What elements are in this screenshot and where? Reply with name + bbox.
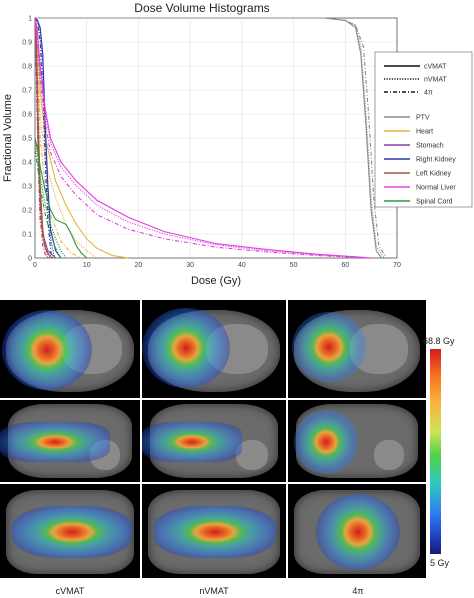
x-axis-ticks: 0 10 20 30 40 50 60 70: [33, 262, 401, 269]
legend-label-structure: Right Kidney: [416, 157, 456, 164]
series-line-right-kidney-nvmat: [34, 17, 56, 259]
y-tick-label: 0.7: [22, 88, 32, 95]
dose-colorbar: [430, 349, 441, 554]
series-line-spinal-cord-cvmat: [34, 137, 88, 259]
series-line-heart-nvmat: [34, 17, 98, 259]
dvh-chart: Dose Volume Histograms 0 10 20 30 40 50 60 70 0…: [2, 1, 473, 287]
legend-label-structure: PTV: [416, 115, 430, 122]
x-tick-label: 0: [33, 262, 37, 269]
series-line-spinal-cord-nvmat: [34, 142, 67, 259]
y-tick-label: 0.3: [22, 184, 32, 191]
legend-label-structure: Normal Liver: [416, 185, 456, 192]
series-line-ptv-nvmat: [35, 17, 385, 259]
coronal-4pi-image: [288, 400, 426, 482]
y-tick-label: 1: [28, 16, 32, 23]
x-tick-label: 40: [238, 262, 246, 269]
series-line-ptv-4-: [35, 17, 388, 259]
series-line-heart-cvmat: [34, 17, 129, 259]
legend-label-structure: Stomach: [416, 143, 444, 150]
x-tick-label: 60: [341, 262, 349, 269]
x-tick-label: 50: [290, 262, 298, 269]
sagittal-4pi-image: [288, 484, 426, 578]
coronal-cvmat-image: [0, 400, 140, 482]
y-axis-label: Fractional Volume: [2, 94, 14, 182]
legend-label-structure: Spinal Cord: [416, 199, 453, 206]
axial-cvmat-image: [0, 300, 140, 398]
colorbar-min-label: 5 Gy: [430, 558, 450, 568]
column-label-nvmat: nVMAT: [199, 586, 229, 596]
y-tick-label: 0.2: [22, 208, 32, 215]
legend-box: [374, 51, 473, 208]
y-tick-label: 0.8: [22, 64, 32, 71]
x-tick-label: 10: [83, 262, 91, 269]
y-axis-ticks: 0 0.1 0.2 0.3 0.4 0.5 0.6 0.7 0.8 0.9 1: [22, 16, 32, 263]
column-label-4pi: 4π: [352, 586, 364, 596]
x-tick-label: 20: [135, 262, 143, 269]
series-line-normal-liver-cvmat: [34, 17, 372, 259]
y-tick-label: 0.1: [22, 232, 32, 239]
chart-legend: cVMAT nVMAT 4π PTV Heart Stomach Right Kidney L…: [374, 51, 473, 208]
chart-series: [34, 17, 388, 259]
colorbar-max-label: 68.8 Gy: [423, 336, 455, 346]
axial-4pi-image: [288, 300, 426, 398]
sagittal-cvmat-image: [0, 484, 140, 578]
chart-title: Dose Volume Histograms: [134, 1, 269, 15]
legend-label-style: cVMAT: [424, 64, 447, 71]
y-tick-label: 0.5: [22, 136, 32, 143]
legend-label-style: 4π: [424, 90, 433, 97]
y-tick-label: 0.9: [22, 40, 32, 47]
sagittal-nvmat-image: [142, 484, 286, 578]
x-tick-label: 70: [393, 262, 401, 269]
legend-label-structure: Heart: [416, 129, 433, 136]
y-tick-label: 0.4: [22, 160, 32, 167]
series-line-left-kidney-4-: [34, 17, 47, 259]
y-tick-label: 0: [28, 256, 32, 263]
x-axis-label: Dose (Gy): [191, 275, 241, 287]
coronal-nvmat-image: [142, 400, 286, 482]
legend-label-style: nVMAT: [424, 77, 448, 84]
axial-nvmat-image: [142, 300, 286, 398]
legend-label-structure: Left Kidney: [416, 171, 452, 178]
series-line-normal-liver-4-: [34, 17, 372, 259]
dose-distribution-panel: [0, 296, 474, 598]
series-line-spinal-cord-4-: [34, 149, 62, 259]
chart-grid: [34, 17, 398, 259]
x-tick-label: 30: [186, 262, 194, 269]
y-tick-label: 0.6: [22, 112, 32, 119]
column-label-cvmat: cVMAT: [55, 586, 85, 596]
